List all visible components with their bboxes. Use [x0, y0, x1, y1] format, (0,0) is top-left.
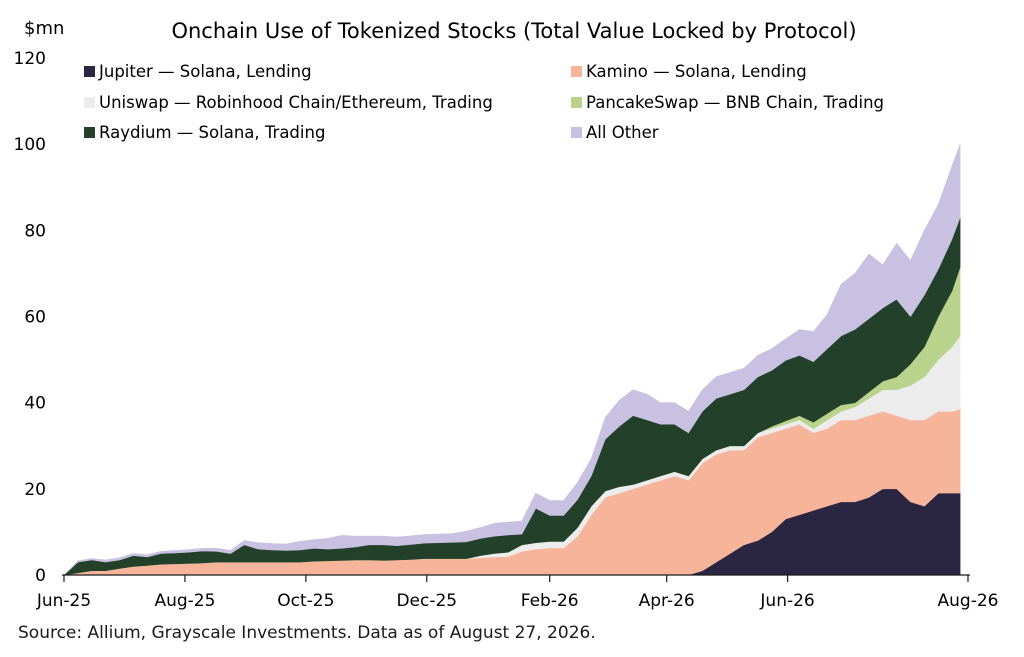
legend-swatch-all — [571, 127, 582, 138]
x-tick-label: Oct-25 — [277, 591, 334, 611]
source-note: Source: Allium, Grayscale Investments. D… — [18, 623, 596, 643]
area-series-group — [63, 144, 961, 576]
x-tick-label: Dec-25 — [396, 591, 457, 611]
legend-label-kamino: Kamino — Solana, Lending — [586, 62, 807, 81]
x-tick-label: Jun-25 — [36, 591, 91, 611]
legend-swatch-uniswap — [84, 97, 95, 108]
legend-swatch-jupiter — [84, 66, 95, 77]
x-tick-label: Feb-26 — [521, 591, 579, 611]
chart-title: Onchain Use of Tokenized Stocks (Total V… — [171, 19, 856, 43]
legend: Jupiter — Solana, Lending Kamino — Solana… — [84, 62, 884, 142]
axes-group: 0 20 40 60 80 100 120 Jun-25 Aug-25 Oct-25 Dec-25 F… — [14, 49, 999, 611]
legend-label-all: All Other — [586, 123, 659, 142]
y-tick-label: 120 — [14, 49, 46, 69]
y-tick-label: 40 — [24, 394, 46, 414]
legend-label-jupiter: Jupiter — Solana, Lending — [98, 62, 312, 81]
legend-swatch-raydium — [84, 127, 95, 138]
y-unit-label: $mn — [24, 18, 64, 39]
x-tick-label: Jun-26 — [759, 591, 814, 611]
y-tick-label: 100 — [14, 135, 46, 155]
y-tick-label: 80 — [24, 221, 46, 241]
x-tick-label: Apr-26 — [639, 591, 695, 611]
area-all — [63, 144, 961, 576]
legend-label-raydium: Raydium — Solana, Trading — [99, 123, 325, 142]
x-tick-label: Aug-25 — [154, 591, 215, 611]
x-tick-label: Aug-26 — [938, 591, 999, 611]
y-tick-label: 0 — [35, 566, 46, 586]
legend-swatch-kamino — [571, 66, 582, 77]
legend-swatch-pancakeswap — [571, 97, 582, 108]
y-tick-label: 60 — [24, 308, 46, 328]
legend-label-pancakeswap: PancakeSwap — BNB Chain, Trading — [586, 93, 884, 112]
y-tick-label: 20 — [24, 480, 46, 500]
legend-label-uniswap: Uniswap — Robinhood Chain/Ethereum, Trad… — [99, 93, 493, 112]
